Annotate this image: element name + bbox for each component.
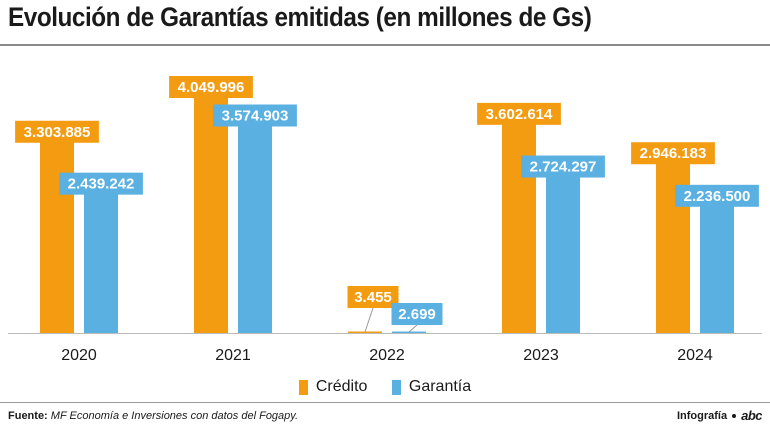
x-tick-label-2024: 2024 — [677, 347, 713, 364]
source-label: Fuente: — [8, 410, 48, 422]
credit: Infografía abc — [676, 408, 763, 423]
credit-label: Infografía — [676, 409, 728, 422]
bar-credito-2024 — [656, 156, 690, 333]
data-label-garantia-2021: 3.574.903 — [222, 108, 289, 125]
data-label-credito-2023: 3.602.614 — [486, 106, 553, 123]
legend: Crédito Garantía — [0, 378, 770, 400]
data-label-bg-garantia-2021 — [213, 104, 297, 127]
data-label-bg-garantia-2022 — [391, 303, 443, 325]
x-tick-label-2020: 2020 — [61, 347, 97, 364]
separator-dot — [732, 413, 737, 418]
data-label-credito-2021: 4.049.996 — [178, 79, 245, 96]
leader-line-credito-2022 — [364, 307, 374, 333]
legend-item-credito: Crédito — [298, 378, 368, 396]
data-label-bg-credito-2024 — [631, 142, 715, 165]
data-label-bg-credito-2021 — [169, 76, 253, 98]
data-label-garantia-2024: 2.236.500 — [684, 188, 751, 205]
bar-garantia-2022 — [392, 331, 426, 333]
data-label-bg-credito-2023 — [477, 102, 561, 125]
x-tick-label-2023: 2023 — [523, 347, 559, 364]
data-label-credito-2024: 2.946.183 — [640, 145, 707, 162]
legend-swatch-garantia — [391, 379, 401, 395]
chart-title: Evolución de Garantías emitidas (en mill… — [8, 2, 592, 32]
bar-garantia-2024 — [700, 198, 734, 333]
brand-logo: abc — [741, 408, 762, 423]
source-text: MF Economía e Inversiones con datos del … — [50, 410, 299, 422]
bar-garantia-2020 — [84, 186, 118, 333]
bar-credito-2022 — [348, 331, 382, 333]
x-tick-label-2021: 2021 — [215, 347, 251, 364]
bar-credito-2021 — [194, 90, 228, 333]
title-divider — [0, 44, 770, 46]
data-label-bg-credito-2022 — [347, 286, 399, 308]
legend-item-garantia: Garantía — [391, 378, 472, 396]
bar-credito-2023 — [502, 116, 536, 333]
data-label-bg-garantia-2023 — [521, 155, 605, 178]
data-label-garantia-2020: 2.439.242 — [68, 176, 135, 193]
data-label-garantia-2022: 2.699 — [398, 306, 436, 323]
x-tick-label-2022: 2022 — [369, 347, 405, 364]
data-label-bg-garantia-2020 — [59, 172, 143, 195]
data-label-credito-2020: 3.303.885 — [24, 124, 91, 141]
bar-garantia-2021 — [238, 118, 272, 333]
leader-line-garantia-2022 — [408, 324, 418, 333]
data-label-credito-2022: 3.455 — [354, 289, 392, 306]
data-label-garantia-2023: 2.724.297 — [530, 159, 597, 176]
footer-divider — [0, 402, 770, 403]
legend-swatch-credito — [298, 379, 308, 395]
data-label-bg-garantia-2024 — [675, 184, 759, 207]
bar-garantia-2023 — [546, 169, 580, 333]
bar-credito-2020 — [40, 134, 74, 333]
source-note: Fuente: MF Economía e Inversiones con da… — [8, 410, 298, 422]
legend-label-garantia: Garantía — [408, 378, 472, 395]
bar-chart: 2020 2021 2022 2023 2024 3.303.885 4.049.996 3.… — [8, 76, 762, 364]
data-label-bg-credito-2020 — [15, 120, 99, 143]
legend-label-credito: Crédito — [315, 378, 368, 395]
